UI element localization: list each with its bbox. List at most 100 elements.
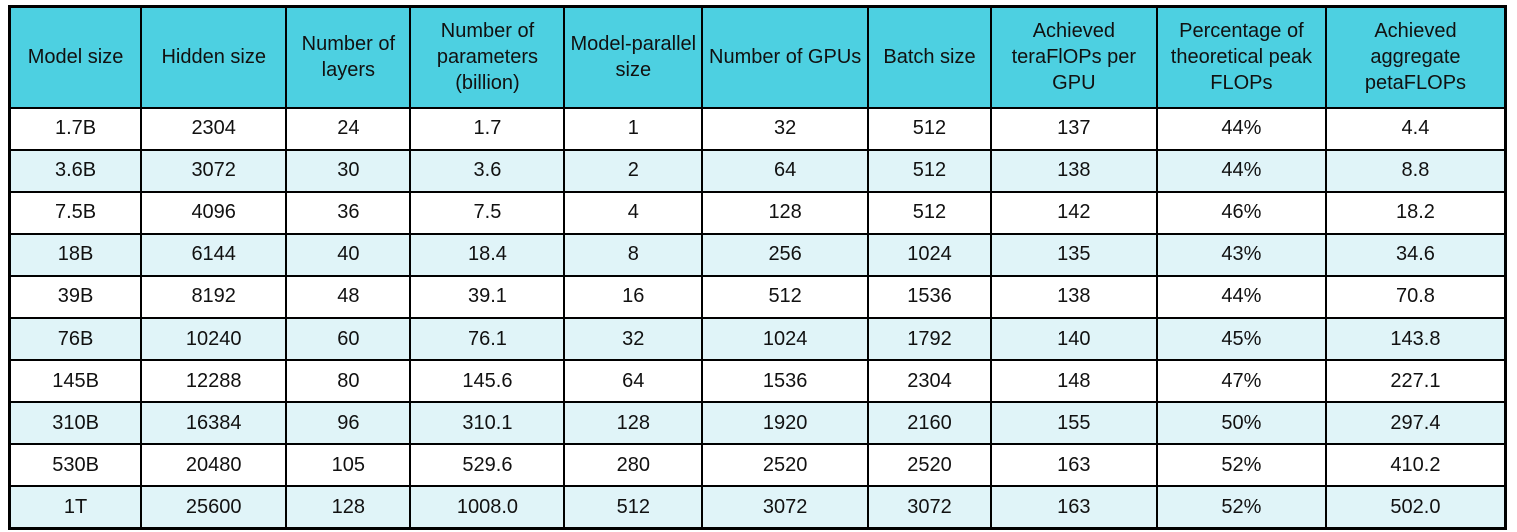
cell: 76.1 <box>409 316 566 362</box>
cell: 2304 <box>867 359 992 404</box>
cell: 143.8 <box>1324 316 1507 362</box>
cell: 128 <box>285 485 412 530</box>
table-row: 76B 10240 60 76.1 32 1024 1792 140 45% 1… <box>8 316 1507 362</box>
cell: 3072 <box>867 485 992 530</box>
cell: 135 <box>989 232 1158 277</box>
cell: 1536 <box>867 274 992 319</box>
cell: 140 <box>989 316 1158 362</box>
cell: 502.0 <box>1324 485 1507 530</box>
table-row: 3.6B 3072 30 3.6 2 64 512 138 44% 8.8 <box>8 148 1507 193</box>
cell: 25600 <box>140 485 288 530</box>
table-row: 7.5B 4096 36 7.5 4 128 512 142 46% 18.2 <box>8 190 1507 235</box>
cell: 512 <box>867 190 992 235</box>
cell: 44% <box>1155 148 1327 193</box>
cell: 18.4 <box>409 232 566 277</box>
cell: 50% <box>1155 401 1327 446</box>
cell: 8192 <box>140 274 288 319</box>
cell: 155 <box>989 401 1158 446</box>
col-header-percentage-peak-flops: Percentage of theoretical peak FLOPs <box>1155 5 1327 109</box>
cell: 16 <box>563 274 704 319</box>
cell: 1008.0 <box>409 485 566 530</box>
cell: 40 <box>285 232 412 277</box>
cell: 1T <box>8 485 143 530</box>
cell: 145B <box>8 359 143 404</box>
cell: 163 <box>989 485 1158 530</box>
cell: 36 <box>285 190 412 235</box>
cell: 137 <box>989 106 1158 151</box>
cell: 1792 <box>867 316 992 362</box>
cell: 10240 <box>140 316 288 362</box>
cell: 48 <box>285 274 412 319</box>
cell: 8.8 <box>1324 148 1507 193</box>
cell: 44% <box>1155 274 1327 319</box>
cell: 24 <box>285 106 412 151</box>
cell: 52% <box>1155 485 1327 530</box>
table-row: 1T 25600 128 1008.0 512 3072 3072 163 52… <box>8 485 1507 530</box>
cell: 297.4 <box>1324 401 1507 446</box>
col-header-num-gpus: Number of GPUs <box>701 5 870 109</box>
cell: 20480 <box>140 443 288 488</box>
cell: 3.6 <box>409 148 566 193</box>
table-row: 530B 20480 105 529.6 280 2520 2520 163 5… <box>8 443 1507 488</box>
cell: 52% <box>1155 443 1327 488</box>
col-header-num-parameters: Number of parameters (billion) <box>409 5 566 109</box>
cell: 39B <box>8 274 143 319</box>
cell: 1024 <box>701 316 870 362</box>
cell: 45% <box>1155 316 1327 362</box>
cell: 1920 <box>701 401 870 446</box>
cell: 280 <box>563 443 704 488</box>
cell: 227.1 <box>1324 359 1507 404</box>
cell: 7.5 <box>409 190 566 235</box>
cell: 7.5B <box>8 190 143 235</box>
cell: 512 <box>867 106 992 151</box>
scaling-results-table: Model size Hidden size Number of layers … <box>8 5 1507 530</box>
cell: 64 <box>701 148 870 193</box>
cell: 138 <box>989 148 1158 193</box>
cell: 80 <box>285 359 412 404</box>
cell: 16384 <box>140 401 288 446</box>
cell: 128 <box>563 401 704 446</box>
cell: 1024 <box>867 232 992 277</box>
cell: 145.6 <box>409 359 566 404</box>
cell: 39.1 <box>409 274 566 319</box>
cell: 4 <box>563 190 704 235</box>
cell: 18B <box>8 232 143 277</box>
scaling-table-container: Model size Hidden size Number of layers … <box>8 5 1507 530</box>
cell: 34.6 <box>1324 232 1507 277</box>
col-header-batch-size: Batch size <box>867 5 992 109</box>
cell: 18.2 <box>1324 190 1507 235</box>
cell: 256 <box>701 232 870 277</box>
cell: 30 <box>285 148 412 193</box>
cell: 2520 <box>867 443 992 488</box>
cell: 47% <box>1155 359 1327 404</box>
cell: 3.6B <box>8 148 143 193</box>
cell: 43% <box>1155 232 1327 277</box>
table-row: 310B 16384 96 310.1 128 1920 2160 155 50… <box>8 401 1507 446</box>
cell: 1.7 <box>409 106 566 151</box>
cell: 6144 <box>140 232 288 277</box>
table-row: 1.7B 2304 24 1.7 1 32 512 137 44% 4.4 <box>8 106 1507 151</box>
cell: 512 <box>563 485 704 530</box>
table-row: 39B 8192 48 39.1 16 512 1536 138 44% 70.… <box>8 274 1507 319</box>
col-header-hidden-size: Hidden size <box>140 5 288 109</box>
cell: 128 <box>701 190 870 235</box>
cell: 2520 <box>701 443 870 488</box>
cell: 70.8 <box>1324 274 1507 319</box>
cell: 529.6 <box>409 443 566 488</box>
cell: 44% <box>1155 106 1327 151</box>
cell: 2160 <box>867 401 992 446</box>
cell: 1 <box>563 106 704 151</box>
cell: 32 <box>563 316 704 362</box>
cell: 3072 <box>140 148 288 193</box>
cell: 1536 <box>701 359 870 404</box>
cell: 32 <box>701 106 870 151</box>
cell: 2 <box>563 148 704 193</box>
cell: 1.7B <box>8 106 143 151</box>
cell: 105 <box>285 443 412 488</box>
cell: 142 <box>989 190 1158 235</box>
cell: 12288 <box>140 359 288 404</box>
cell: 96 <box>285 401 412 446</box>
cell: 76B <box>8 316 143 362</box>
cell: 8 <box>563 232 704 277</box>
cell: 512 <box>701 274 870 319</box>
